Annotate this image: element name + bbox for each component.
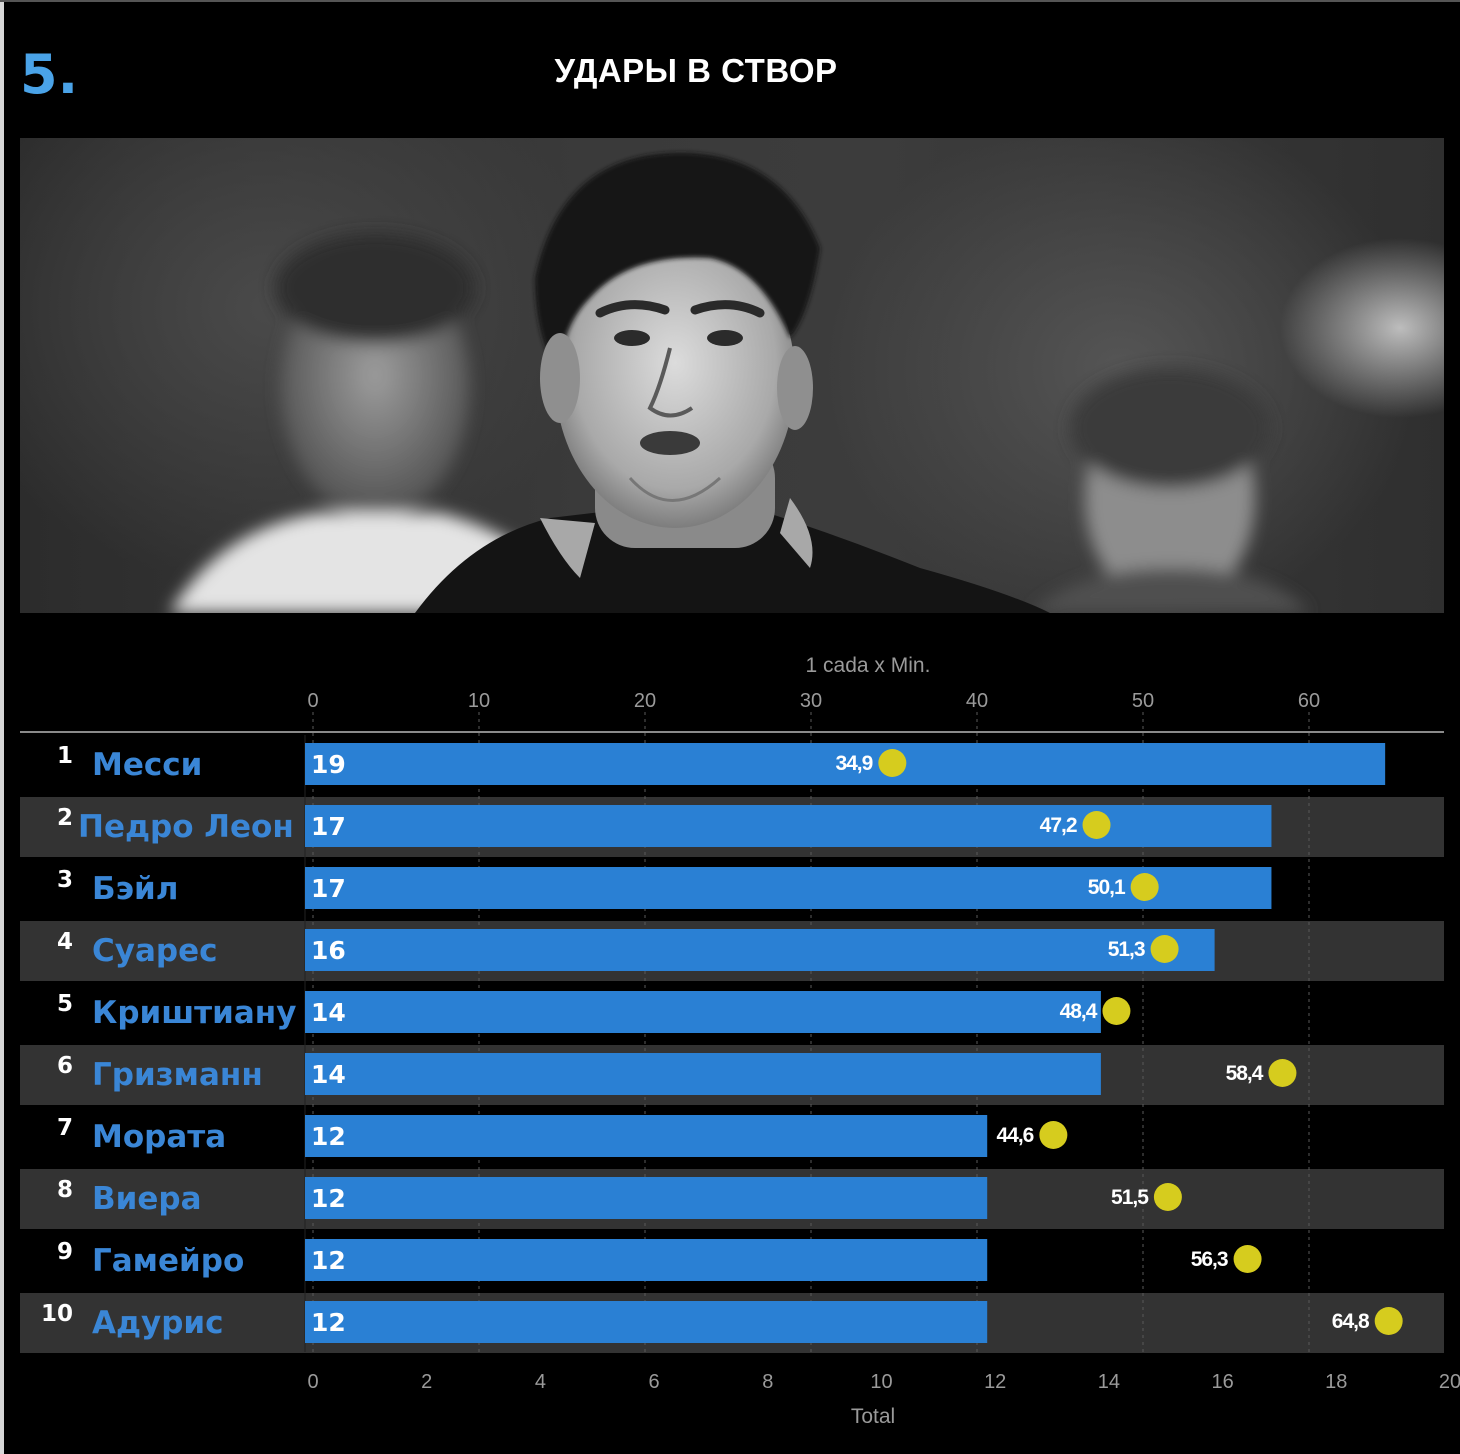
player-name: Суарес	[92, 933, 217, 969]
bar-value-label: 17	[311, 812, 346, 841]
player-name: Бэйл	[92, 871, 178, 907]
bottom-axis-ticks: 0 2 4 6 8 10 12 14 16 18 20	[307, 1371, 1460, 1393]
bottom-axis-title: Total	[851, 1405, 895, 1428]
minutes-dot	[1082, 811, 1111, 839]
rank-label: 2	[57, 805, 73, 831]
minutes-value-label: 51,3	[1108, 938, 1145, 961]
minutes-dot	[878, 749, 907, 777]
bar	[305, 1239, 988, 1281]
bottom-tick-label: 20	[1439, 1371, 1460, 1393]
bar-value-label: 12	[311, 1122, 346, 1151]
rank-label: 5	[57, 991, 73, 1017]
bar-value-label: 14	[311, 998, 346, 1027]
minutes-value-label: 50,1	[1088, 876, 1126, 899]
bottom-tick-label: 2	[421, 1371, 432, 1393]
player-name: Педро Леон	[78, 809, 294, 845]
bars	[305, 743, 1386, 1343]
minutes-dot	[1039, 1121, 1068, 1149]
player-name: Мората	[92, 1119, 226, 1155]
section-number: 5.	[20, 43, 79, 106]
bottom-tick-label: 12	[984, 1371, 1006, 1393]
minutes-dot	[1102, 997, 1131, 1025]
minutes-dot	[1150, 935, 1179, 963]
rank-label: 8	[57, 1177, 73, 1203]
bar-value-label: 16	[311, 936, 346, 965]
minutes-dot	[1268, 1059, 1297, 1087]
bottom-tick-label: 0	[307, 1371, 318, 1393]
top-tick-label: 60	[1298, 690, 1320, 712]
rank-label: 10	[41, 1301, 73, 1327]
top-axis-ticks: 0 10 20 30 40 50 60	[307, 690, 1320, 712]
bottom-tick-label: 6	[649, 1371, 660, 1393]
bottom-tick-label: 16	[1211, 1371, 1233, 1393]
bar-value-label: 17	[311, 874, 346, 903]
top-tick-label: 30	[800, 690, 822, 712]
top-tick-label: 40	[966, 690, 988, 712]
left-border	[0, 0, 4, 1454]
minutes-value-label: 56,3	[1191, 1248, 1228, 1271]
bottom-tick-label: 18	[1325, 1371, 1347, 1393]
top-tick-label: 10	[468, 690, 490, 712]
main-player	[415, 152, 1050, 613]
top-axis-title: 1 cada x Min.	[806, 654, 931, 677]
minutes-dot	[1233, 1245, 1262, 1273]
rank-label: 7	[57, 1115, 73, 1141]
bar	[305, 929, 1215, 971]
player-name: Месси	[92, 747, 202, 783]
bar-value-label: 19	[311, 750, 346, 779]
player-photo	[20, 138, 1444, 613]
minutes-markers: 34,9 47,2 50,1 51,3 48,4 58,4 44,6 51,5 56,3 64,8	[835, 749, 1403, 1335]
bottom-tick-label: 10	[870, 1371, 892, 1393]
top-tick-label: 20	[634, 690, 656, 712]
rank-label: 3	[57, 867, 73, 893]
top-border	[0, 0, 1460, 2]
bar	[305, 867, 1272, 909]
minutes-value-label: 58,4	[1226, 1062, 1264, 1085]
minutes-value-label: 44,6	[996, 1124, 1033, 1147]
bar	[305, 1177, 988, 1219]
bottom-tick-label: 4	[535, 1371, 546, 1393]
rank-label: 9	[57, 1239, 73, 1265]
bar-value-label: 12	[311, 1308, 346, 1337]
bar-value-label: 12	[311, 1184, 346, 1213]
page-title: УДАРЫ В СТВОР	[554, 52, 838, 89]
minutes-dot	[1153, 1183, 1182, 1211]
minutes-value-label: 47,2	[1040, 814, 1077, 837]
bar	[305, 1053, 1101, 1095]
minutes-value-label: 64,8	[1332, 1310, 1370, 1333]
player-name: Криштиану	[92, 995, 296, 1031]
portrait-illustration	[170, 152, 1310, 613]
minutes-value-label: 34,9	[835, 752, 872, 775]
bar	[305, 1115, 988, 1157]
minutes-value-label: 51,5	[1111, 1186, 1149, 1209]
player-name: Гамейро	[92, 1243, 244, 1279]
bar-value-label: 12	[311, 1246, 346, 1275]
bar	[305, 743, 1386, 785]
rank-label: 1	[57, 743, 73, 769]
top-tick-label: 50	[1132, 690, 1154, 712]
player-name: Виера	[92, 1181, 201, 1217]
row-labels: 19 1 Месси 17 2 Педро Леон 17 3 Бэйл 16 4 Суарес 14 5…	[41, 743, 346, 1341]
bar	[305, 991, 1101, 1033]
bottom-tick-label: 8	[762, 1371, 773, 1393]
player-name: Адурис	[92, 1305, 224, 1341]
minutes-value-label: 48,4	[1060, 1000, 1098, 1023]
bar-value-label: 14	[311, 1060, 346, 1089]
background-player-right	[1030, 368, 1310, 613]
bar	[305, 805, 1272, 847]
minutes-dot	[1374, 1307, 1403, 1335]
bar	[305, 1301, 988, 1343]
top-tick-label: 0	[307, 690, 318, 712]
player-name: Гризманн	[92, 1057, 263, 1093]
rank-label: 4	[57, 929, 73, 955]
minutes-dot	[1130, 873, 1159, 901]
bottom-tick-label: 14	[1098, 1371, 1120, 1393]
rank-label: 6	[57, 1053, 73, 1079]
